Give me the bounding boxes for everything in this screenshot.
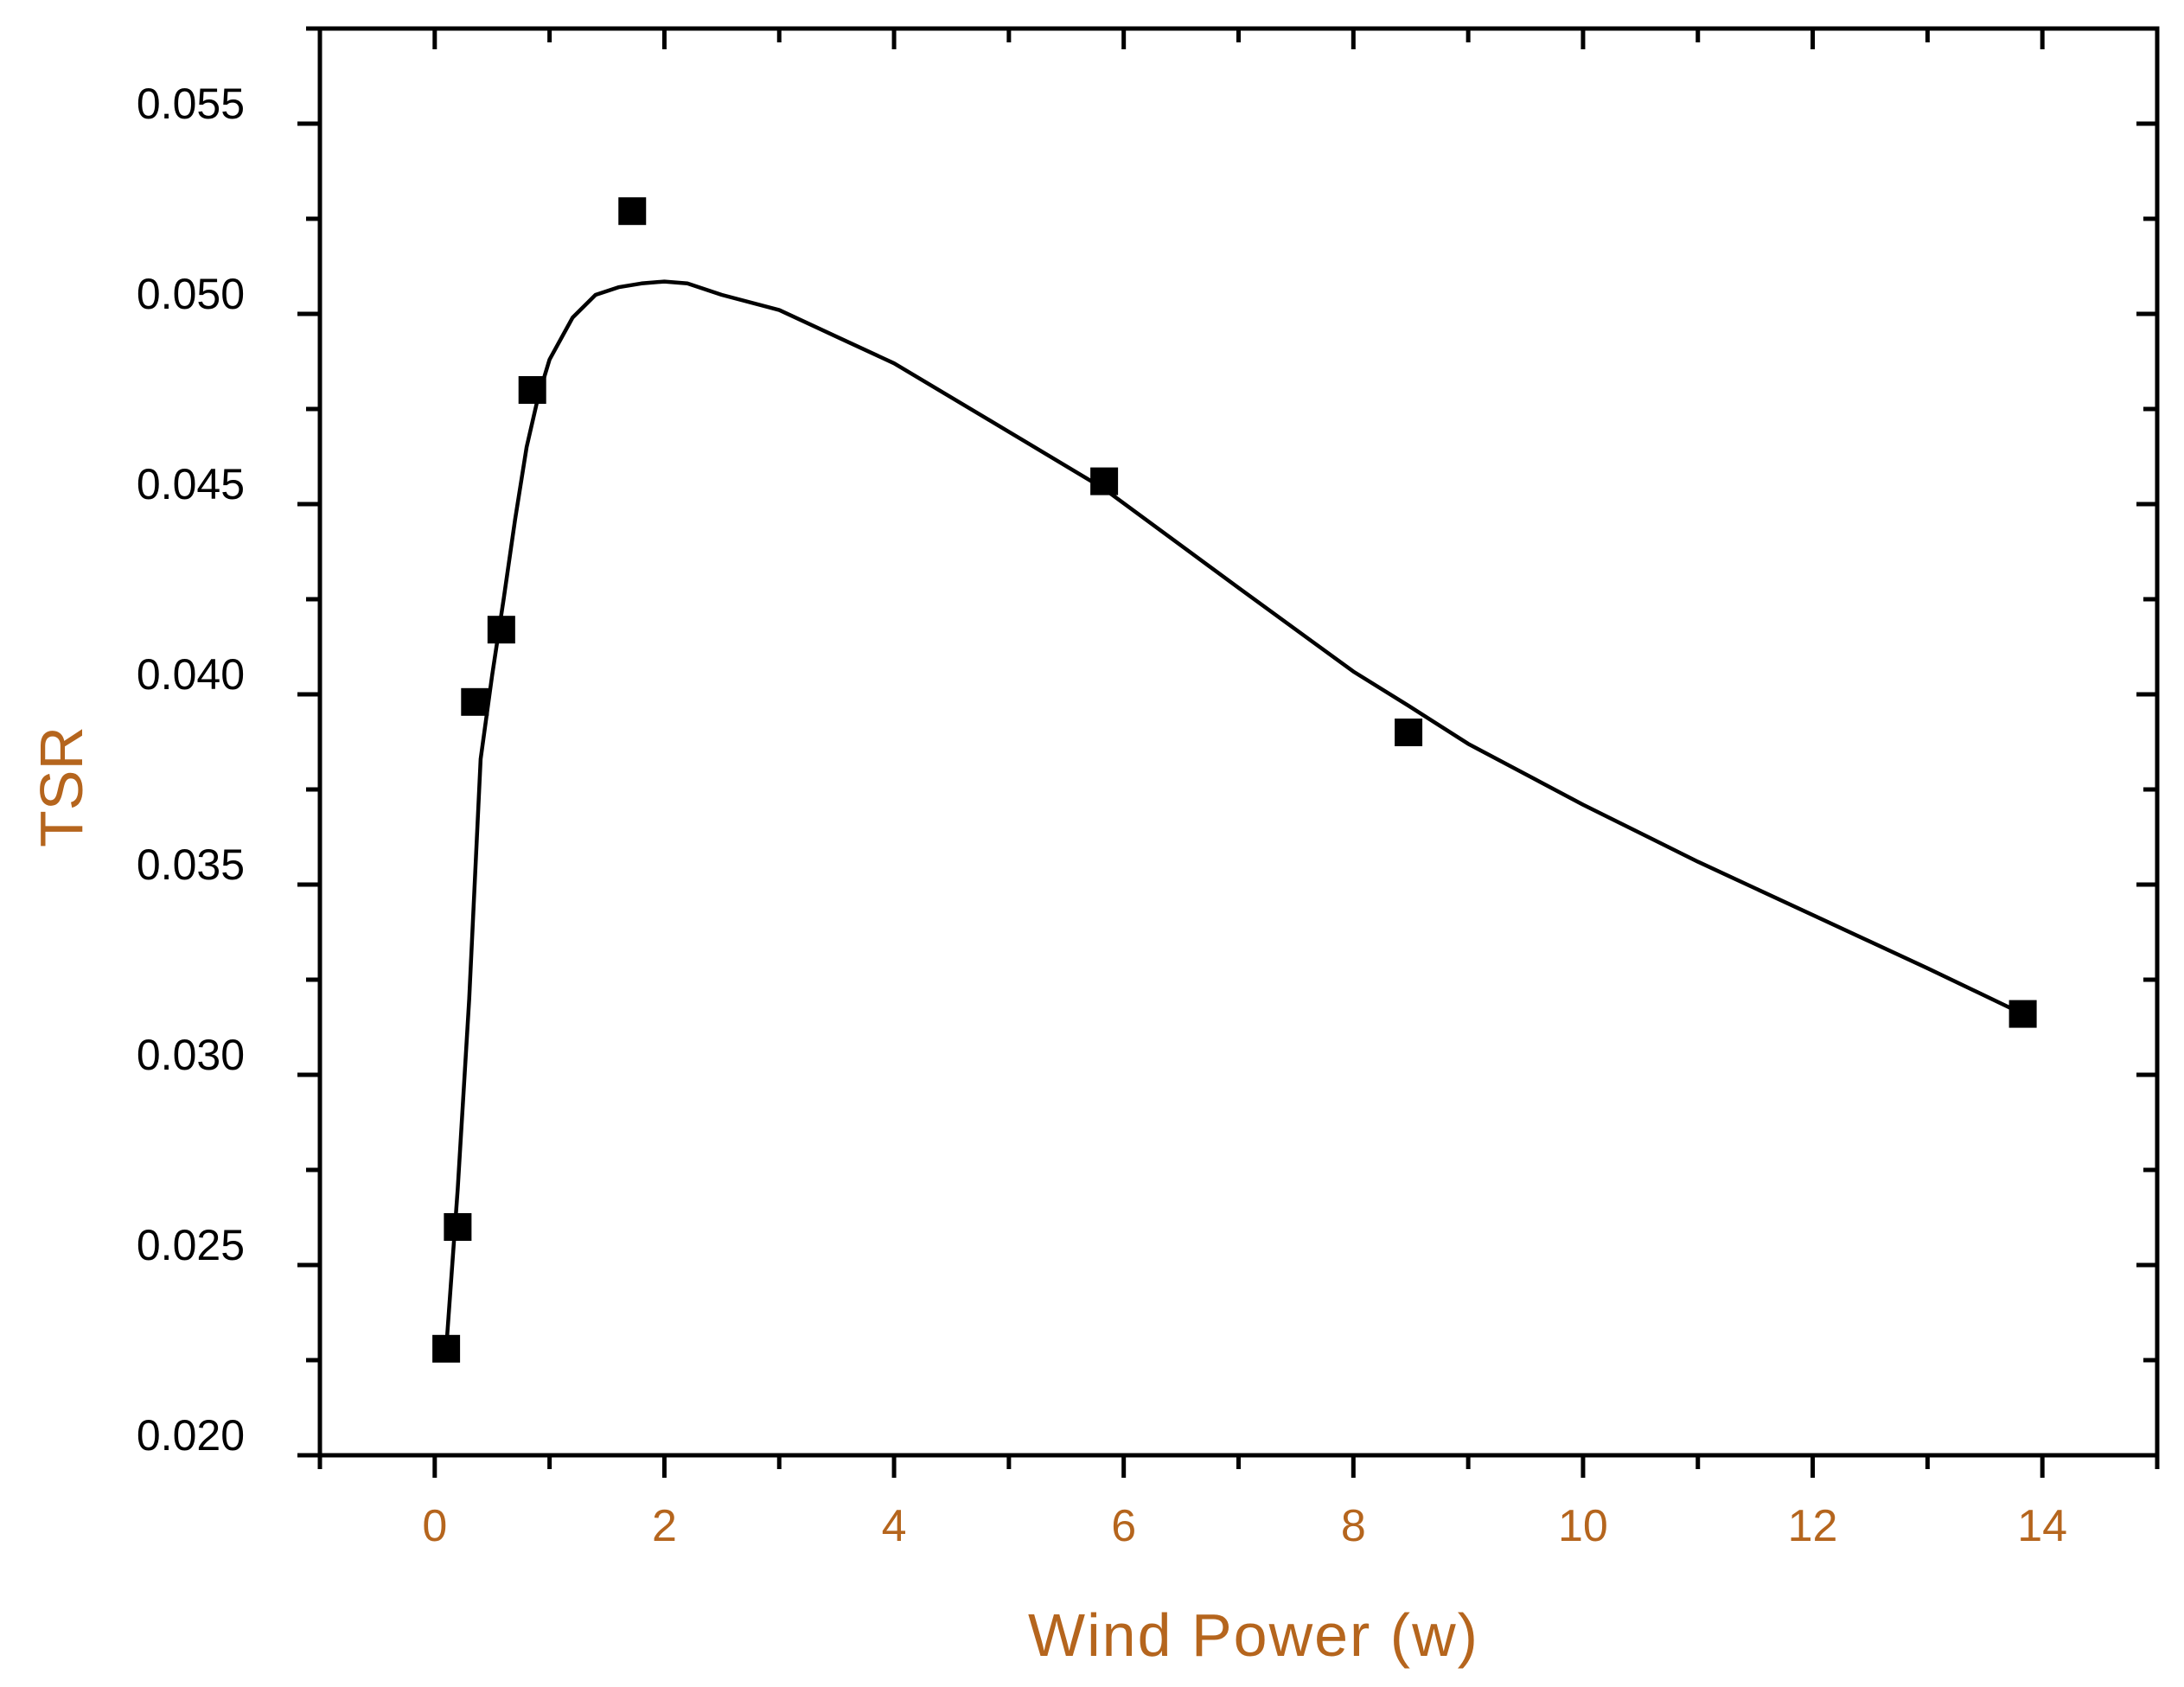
x-tick-label: 10 (1558, 1501, 1608, 1551)
data-point (1090, 467, 1119, 495)
x-tick-labels: 0 2 4 6 8 10 12 14 (422, 1501, 2067, 1551)
y-tick-labels: 0.020 0.025 0.030 0.035 0.040 0.045 0.050 0.055 (137, 80, 245, 1460)
y-tick-label: 0.035 (137, 840, 245, 889)
data-point (444, 1213, 472, 1241)
y-tick-label: 0.055 (137, 80, 245, 128)
fit-curve (444, 279, 2024, 1349)
x-tick-label: 6 (1111, 1501, 1136, 1551)
x-tick-label: 12 (1788, 1501, 1838, 1551)
y-tick-label: 0.030 (137, 1031, 245, 1079)
y-tick-label: 0.050 (137, 270, 245, 318)
data-point (487, 616, 515, 644)
data-point (461, 687, 489, 716)
y-tick-label: 0.020 (137, 1411, 245, 1460)
data-point (518, 376, 546, 404)
data-point (2008, 1000, 2037, 1028)
y-tick-label: 0.040 (137, 650, 245, 699)
axis-ticks (297, 26, 2160, 1478)
y-tick-label: 0.045 (137, 460, 245, 508)
data-point (1395, 719, 1423, 746)
x-axis-title: Wind Power (w) (1028, 1601, 1479, 1669)
x-tick-label: 2 (652, 1501, 677, 1551)
x-tick-label: 14 (2017, 1501, 2067, 1551)
data-point (618, 197, 647, 226)
y-axis-title: TSR (28, 726, 95, 847)
x-tick-label: 4 (882, 1501, 907, 1551)
data-point (432, 1334, 461, 1363)
y-tick-label: 0.025 (137, 1221, 245, 1269)
x-tick-label: 8 (1341, 1501, 1366, 1551)
x-tick-label: 0 (422, 1501, 447, 1551)
plot-frame (317, 26, 2160, 1458)
data-points (432, 197, 2037, 1363)
